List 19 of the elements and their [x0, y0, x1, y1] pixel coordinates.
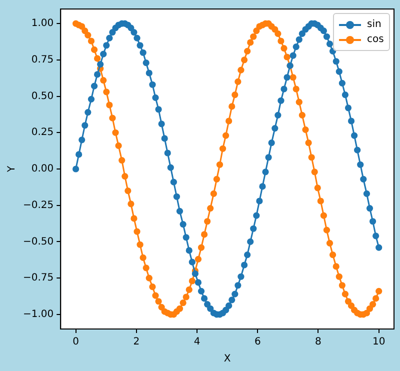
legend-label: cos: [367, 34, 384, 45]
x-tick-label: 8: [315, 336, 322, 348]
y-tick-label: −0.25: [22, 200, 54, 211]
x-tick-label: 2: [133, 336, 140, 348]
y-tick-label: 1.00: [31, 18, 54, 30]
y-tick-label: −1.00: [22, 309, 54, 320]
x-tick-label: 0: [72, 336, 79, 348]
y-tick-label: 0.75: [31, 54, 54, 66]
x-axis-title: X: [224, 354, 231, 365]
y-tick-label: 0.25: [31, 127, 54, 138]
x-tick-label: 6: [254, 336, 261, 348]
y-tick-label: −0.75: [22, 272, 54, 284]
y-tick-label: 0.00: [31, 164, 54, 175]
x-tick-label: 10: [372, 336, 386, 348]
y-tick-label: 0.50: [31, 90, 54, 102]
x-tick-label: 4: [194, 336, 200, 348]
y-tick-label: −0.50: [22, 236, 54, 248]
y-axis-title: Y: [6, 165, 18, 174]
legend-label: sin: [367, 19, 382, 30]
